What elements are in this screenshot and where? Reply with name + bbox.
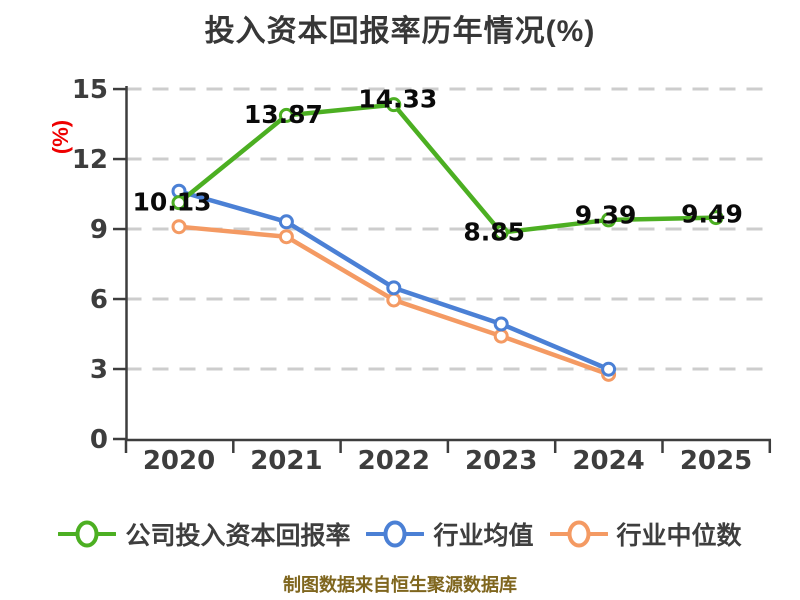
data-label: 13.87 [244,100,323,129]
y-tick-label: 6 [90,285,108,315]
x-tick-label: 2021 [250,446,322,476]
x-tick-label: 2022 [358,446,430,476]
legend-label: 行业中位数 [616,522,742,550]
data-point [386,97,402,113]
data-point [171,195,187,211]
data-point [708,210,724,226]
data-label: 9.39 [575,201,637,230]
legend-marker-icon [58,520,117,548]
data-source-note: 制图数据来自恒生聚源数据库 [283,575,517,595]
data-point [601,212,617,228]
legend-label: 公司投入资本回报率 [125,522,351,550]
data-point [493,225,509,241]
x-tick-label: 2023 [465,446,537,476]
series-line [176,102,719,235]
data-point [493,328,509,344]
y-tick-label: 15 [72,75,108,105]
roic-line-chart: 0 3 6 9 12 15 2020 2021 2022 2023 2024 2025 10.13 13.… [72,75,772,476]
legend-marker-icon [549,520,608,548]
y-tick-label: 9 [90,215,108,245]
x-tick-label: 2020 [143,446,215,476]
y-tick-label: 3 [90,355,108,385]
data-label: 8.85 [463,217,525,246]
x-tick-label: 2025 [680,446,752,476]
y-tick-label: 0 [90,425,108,455]
legend-item-0: 公司投入资本回报率 [58,516,350,552]
legend-item-1: 行业均值 [366,516,534,552]
legend-label: 行业均值 [433,522,534,550]
data-point [278,229,294,245]
data-point [601,361,617,377]
data-label: 9.49 [681,199,743,228]
data-point [278,214,294,230]
y-tick-label: 12 [72,145,108,175]
chart-title: 投入资本回报率历年情况(%) [204,15,596,48]
legend-marker-icon [366,520,425,548]
legend-item-2: 行业中位数 [549,516,742,552]
x-tick-label: 2024 [572,446,644,476]
data-label: 10.13 [132,187,211,216]
legend: 公司投入资本回报率 行业均值 行业中位数 [0,512,800,556]
data-point [278,107,294,123]
data-point [386,292,402,308]
data-point [171,219,187,235]
series-line [176,188,611,372]
data-label: 14.33 [358,84,437,113]
data-point [386,280,402,296]
data-point [493,316,509,332]
